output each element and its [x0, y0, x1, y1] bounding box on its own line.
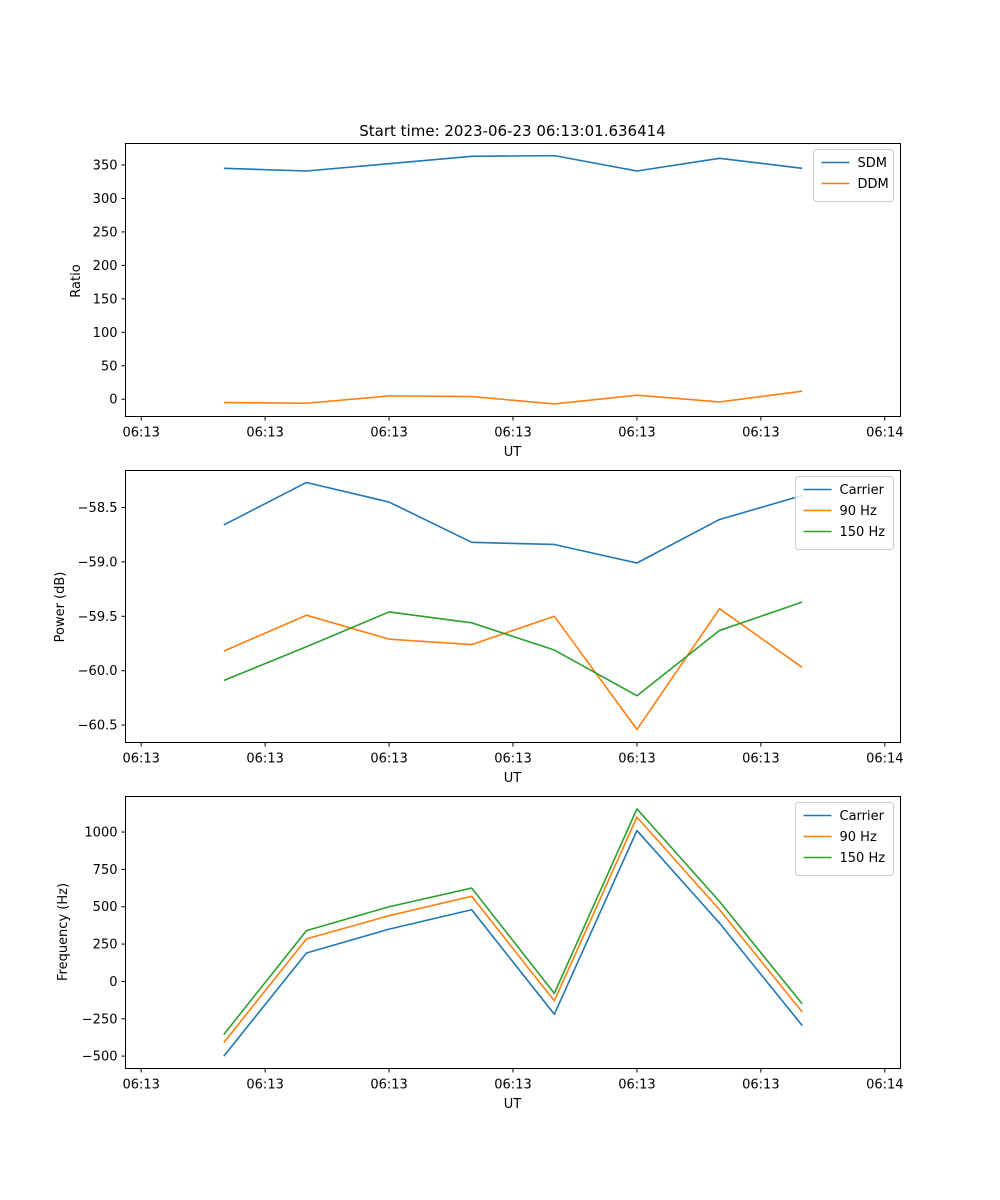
legend-label: 150 Hz	[840, 851, 886, 866]
series-line-sdm	[223, 154, 803, 172]
y-tick-label: 1000	[84, 826, 117, 841]
legend-label: DDM	[858, 177, 889, 192]
x-tick-label: 06:13	[370, 426, 407, 441]
y-tick-label: 0	[109, 975, 117, 990]
x-tick-label: 06:13	[618, 426, 655, 441]
y-tick-label: 200	[93, 259, 118, 274]
x-axis-label: UT	[504, 771, 522, 786]
y-axis-label: Frequency (Hz)	[56, 883, 71, 981]
x-tick-label: 06:13	[246, 1078, 283, 1093]
x-tick-label: 06:13	[494, 426, 531, 441]
series-line-150-hz	[223, 601, 803, 697]
series-line-150-hz	[223, 808, 803, 1035]
legend-label: Carrier	[840, 483, 885, 498]
y-tick-label: 0	[109, 393, 117, 408]
x-tick-label: 06:13	[122, 426, 159, 441]
x-tick-label: 06:13	[494, 752, 531, 767]
y-tick-label: 50	[101, 359, 118, 374]
x-tick-label: 06:13	[122, 1078, 159, 1093]
y-axis-label: Ratio	[69, 264, 84, 297]
x-tick-label: 06:13	[742, 426, 779, 441]
x-tick-label: 06:13	[370, 752, 407, 767]
x-tick-label: 06:14	[866, 426, 903, 441]
y-tick-label: 350	[93, 158, 118, 173]
chart-title: Start time: 2023-06-23 06:13:01.636414	[359, 122, 665, 140]
x-tick-label: 06:13	[618, 752, 655, 767]
y-tick-label: −500	[82, 1050, 118, 1065]
y-axis-label: Power (dB)	[53, 572, 68, 643]
series-line-90-hz	[223, 816, 803, 1044]
x-tick-label: 06:14	[866, 752, 903, 767]
x-axis-label: UT	[504, 1097, 522, 1112]
x-tick-label: 06:14	[866, 1078, 903, 1093]
x-tick-label: 06:13	[246, 752, 283, 767]
series-line-ddm	[223, 390, 803, 405]
series-line-carrier	[223, 829, 803, 1057]
y-tick-label: −59.5	[78, 610, 118, 625]
y-tick-label: 300	[93, 192, 118, 207]
x-axis-label: UT	[504, 445, 522, 460]
power-panel: UT Power (dB) 06:13 06:13 06:13 06:13 06:13 0…	[53, 470, 904, 786]
legend: Carrier 90 Hz 150 Hz	[795, 802, 894, 876]
x-tick-label: 06:13	[742, 1078, 779, 1093]
legend-label: 90 Hz	[840, 830, 877, 845]
y-tick-label: 150	[93, 292, 118, 307]
series-line-carrier	[223, 481, 803, 564]
x-tick-label: 06:13	[246, 426, 283, 441]
legend-label: Carrier	[840, 809, 885, 824]
legend-label: SDM	[858, 156, 887, 171]
y-tick-label: −60.0	[78, 664, 118, 679]
x-tick-label: 06:13	[742, 752, 779, 767]
x-tick-label: 06:13	[370, 1078, 407, 1093]
ratio-panel: Start time: 2023-06-23 06:13:01.636414 U…	[69, 122, 904, 460]
y-tick-label: 100	[93, 326, 118, 341]
x-tick-label: 06:13	[494, 1078, 531, 1093]
series-line-90-hz	[223, 607, 803, 731]
y-tick-label: 250	[93, 225, 118, 240]
legend: SDM DDM	[813, 149, 894, 202]
y-tick-label: 250	[93, 938, 118, 953]
y-tick-label: −60.5	[78, 719, 118, 734]
y-tick-label: −250	[82, 1012, 118, 1027]
frequency-panel: UT Frequency (Hz) 06:13 06:13 06:13 06:13 06…	[56, 796, 904, 1112]
y-tick-label: 750	[93, 863, 118, 878]
x-tick-label: 06:13	[122, 752, 159, 767]
y-tick-label: 500	[93, 900, 118, 915]
x-tick-label: 06:13	[618, 1078, 655, 1093]
legend-label: 150 Hz	[840, 525, 886, 540]
y-tick-label: −58.5	[78, 501, 118, 516]
legend-label: 90 Hz	[840, 504, 877, 519]
y-tick-label: −59.0	[78, 555, 118, 570]
legend: Carrier 90 Hz 150 Hz	[795, 476, 894, 550]
